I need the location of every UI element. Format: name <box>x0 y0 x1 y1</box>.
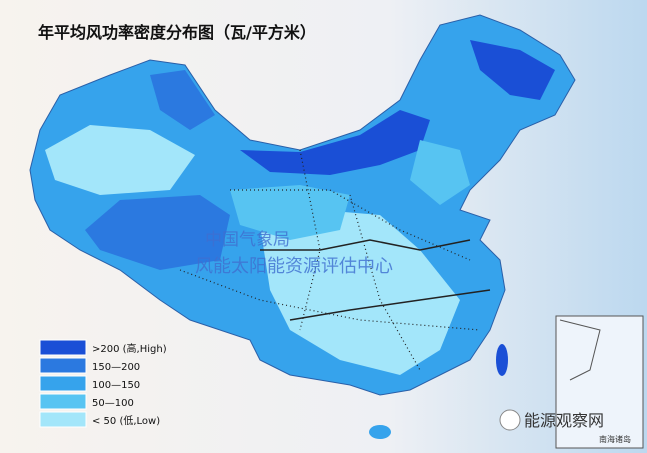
china-map <box>29 14 576 439</box>
inset-frame <box>555 315 644 449</box>
legend-swatch <box>39 393 87 410</box>
watermark: 中国气象局 <box>205 230 290 250</box>
zone-150 <box>85 195 230 270</box>
watermark: 风能太阳能资源评估中心 <box>195 256 393 277</box>
taiwan <box>496 344 508 376</box>
map-title: 年平均风功率密度分布图（瓦/平方米） <box>38 23 316 42</box>
zone-high <box>470 40 555 100</box>
legend-label: 50—100 <box>92 398 134 409</box>
legend-swatch <box>39 339 87 356</box>
inset-map: 南海诸岛 <box>555 315 644 449</box>
legend-swatch <box>39 411 87 428</box>
legend-label: >200 (高,High) <box>92 342 167 355</box>
inset-label: 南海诸岛 <box>599 434 631 444</box>
river <box>260 239 491 321</box>
zone-mid <box>410 140 470 205</box>
inset-coast <box>559 319 601 381</box>
legend-label: 100—150 <box>92 380 140 391</box>
zone-mid <box>230 185 350 240</box>
logo-text: 能源观察网 <box>524 411 604 430</box>
province-borders <box>179 149 481 371</box>
hainan <box>369 425 391 439</box>
logo-icon <box>499 409 521 431</box>
zone-low <box>45 125 195 195</box>
logo: 能源观察网 <box>499 409 604 431</box>
legend-label: < 50 (低,Low) <box>92 414 160 427</box>
legend-label: 150—200 <box>92 362 140 373</box>
legend-swatch <box>39 375 87 392</box>
zone-150 <box>150 70 215 130</box>
legend-swatch <box>39 357 87 374</box>
legend: >200 (高,High) 150—200 100—150 50—100 < 50 (低… <box>39 339 167 428</box>
zone-high <box>240 110 430 175</box>
zone-low <box>260 210 460 375</box>
